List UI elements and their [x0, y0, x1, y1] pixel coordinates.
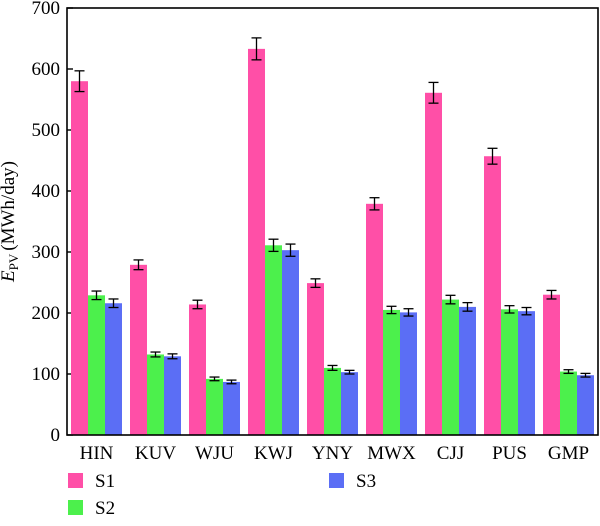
bar-s1-kuv	[130, 264, 147, 435]
bar-s1-hin	[71, 81, 88, 435]
error-bars	[74, 37, 591, 385]
legend-label: S1	[95, 471, 115, 492]
error-bar-s3-cjj	[462, 301, 473, 312]
y-tick-label: 100	[32, 364, 61, 385]
legend-item-s3: S3	[329, 471, 376, 492]
x-tick-label: GMP	[548, 443, 589, 464]
error-bar-s1-cjj	[428, 81, 439, 104]
y-axis-label-sub: PV	[6, 253, 21, 270]
error-bar-s1-wju	[192, 299, 203, 310]
x-tick-label: CJJ	[437, 443, 464, 464]
error-bar-s1-kwj	[251, 37, 262, 61]
bar-s3-cjj	[459, 306, 476, 435]
error-bar-s3-pus	[521, 306, 532, 316]
error-bar-s1-gmp	[546, 289, 557, 300]
bar-s1-wju	[189, 304, 206, 435]
error-bar-s3-yny	[344, 369, 355, 375]
bar-s3-wju	[223, 381, 240, 435]
plot-frame	[66, 7, 599, 436]
x-tick-label: PUS	[492, 443, 527, 464]
bar-s3-gmp	[577, 375, 594, 435]
x-tick-label: MWX	[367, 443, 416, 464]
bar-s2-kwj	[265, 245, 282, 435]
error-bar-s3-hin	[108, 298, 119, 309]
y-tick-label: 0	[51, 425, 61, 446]
x-tick-label: WJU	[195, 443, 234, 464]
bar-s3-yny	[341, 372, 358, 435]
error-bar-s2-wju	[209, 376, 220, 382]
y-axis-label-unit: (MWh/day)	[0, 161, 19, 251]
y-axis-label-main: E	[0, 270, 19, 283]
x-tick-label: KWJ	[254, 443, 293, 464]
bar-s2-hin	[88, 295, 105, 435]
error-bar-s2-kuv	[150, 351, 161, 358]
legend-swatch	[68, 500, 83, 515]
bar-s2-kuv	[147, 354, 164, 435]
error-bar-s1-mwx	[369, 197, 380, 211]
bar-s2-pus	[501, 309, 518, 435]
bar-s1-yny	[307, 283, 324, 435]
y-tick-label: 300	[32, 242, 61, 263]
y-tick-label: 500	[32, 120, 61, 141]
x-tick-label: KUV	[135, 443, 176, 464]
bars	[71, 48, 594, 436]
error-bar-s3-mwx	[403, 308, 414, 317]
bar-s2-gmp	[560, 371, 577, 435]
bar-s2-wju	[206, 378, 223, 435]
legend-label: S3	[356, 471, 376, 492]
bar-s1-cjj	[425, 92, 442, 435]
error-bar-s3-gmp	[580, 372, 591, 378]
legend-swatch	[329, 473, 344, 488]
bar-s1-kwj	[248, 48, 265, 436]
y-axis-ticks: 0 100 200 300 400 500 600 700	[32, 0, 73, 446]
error-bar-s1-yny	[310, 278, 321, 289]
error-bar-s2-yny	[327, 364, 338, 371]
error-bar-s3-kwj	[285, 243, 296, 257]
error-bar-s2-pus	[504, 305, 515, 314]
error-bar-s2-gmp	[563, 369, 574, 375]
error-bar-s2-kwj	[268, 238, 279, 253]
legend-swatch	[68, 473, 83, 488]
error-bar-s3-kuv	[167, 353, 178, 360]
bar-s3-hin	[105, 303, 122, 435]
bar-s3-pus	[518, 311, 535, 435]
x-tick-label: YNY	[312, 443, 353, 464]
svg-text:EPV(MWh/day): EPV (MWh/day)	[0, 161, 21, 283]
error-bar-s2-hin	[91, 290, 102, 301]
x-tick-label: HIN	[80, 443, 114, 464]
bar-s2-yny	[324, 367, 341, 435]
bar-s1-gmp	[543, 294, 560, 435]
error-bar-s1-kuv	[133, 259, 144, 271]
bar-s3-kwj	[282, 250, 299, 435]
bar-s3-mwx	[400, 312, 417, 435]
error-bar-s2-mwx	[386, 305, 397, 315]
error-bar-s2-cjj	[445, 294, 456, 305]
bar-s2-mwx	[383, 309, 400, 435]
legend-label: S2	[95, 498, 115, 519]
y-tick-label: 400	[32, 181, 61, 202]
y-axis-title: EPV (MWh/day)	[0, 161, 21, 283]
legend-item-s1: S1	[68, 471, 115, 492]
legend: S1 S2 S3	[68, 471, 376, 519]
y-tick-label: 200	[32, 303, 61, 324]
legend-item-s2: S2	[68, 498, 115, 519]
bar-s1-pus	[484, 156, 501, 436]
bar-s2-cjj	[442, 299, 459, 435]
error-bar-s3-wju	[226, 379, 237, 385]
bar-s3-kuv	[164, 356, 181, 435]
error-bar-s1-hin	[74, 70, 85, 93]
y-tick-label: 700	[32, 0, 61, 19]
y-tick-label: 600	[32, 59, 61, 80]
bar-s1-mwx	[366, 203, 383, 435]
error-bar-s1-pus	[487, 147, 498, 165]
